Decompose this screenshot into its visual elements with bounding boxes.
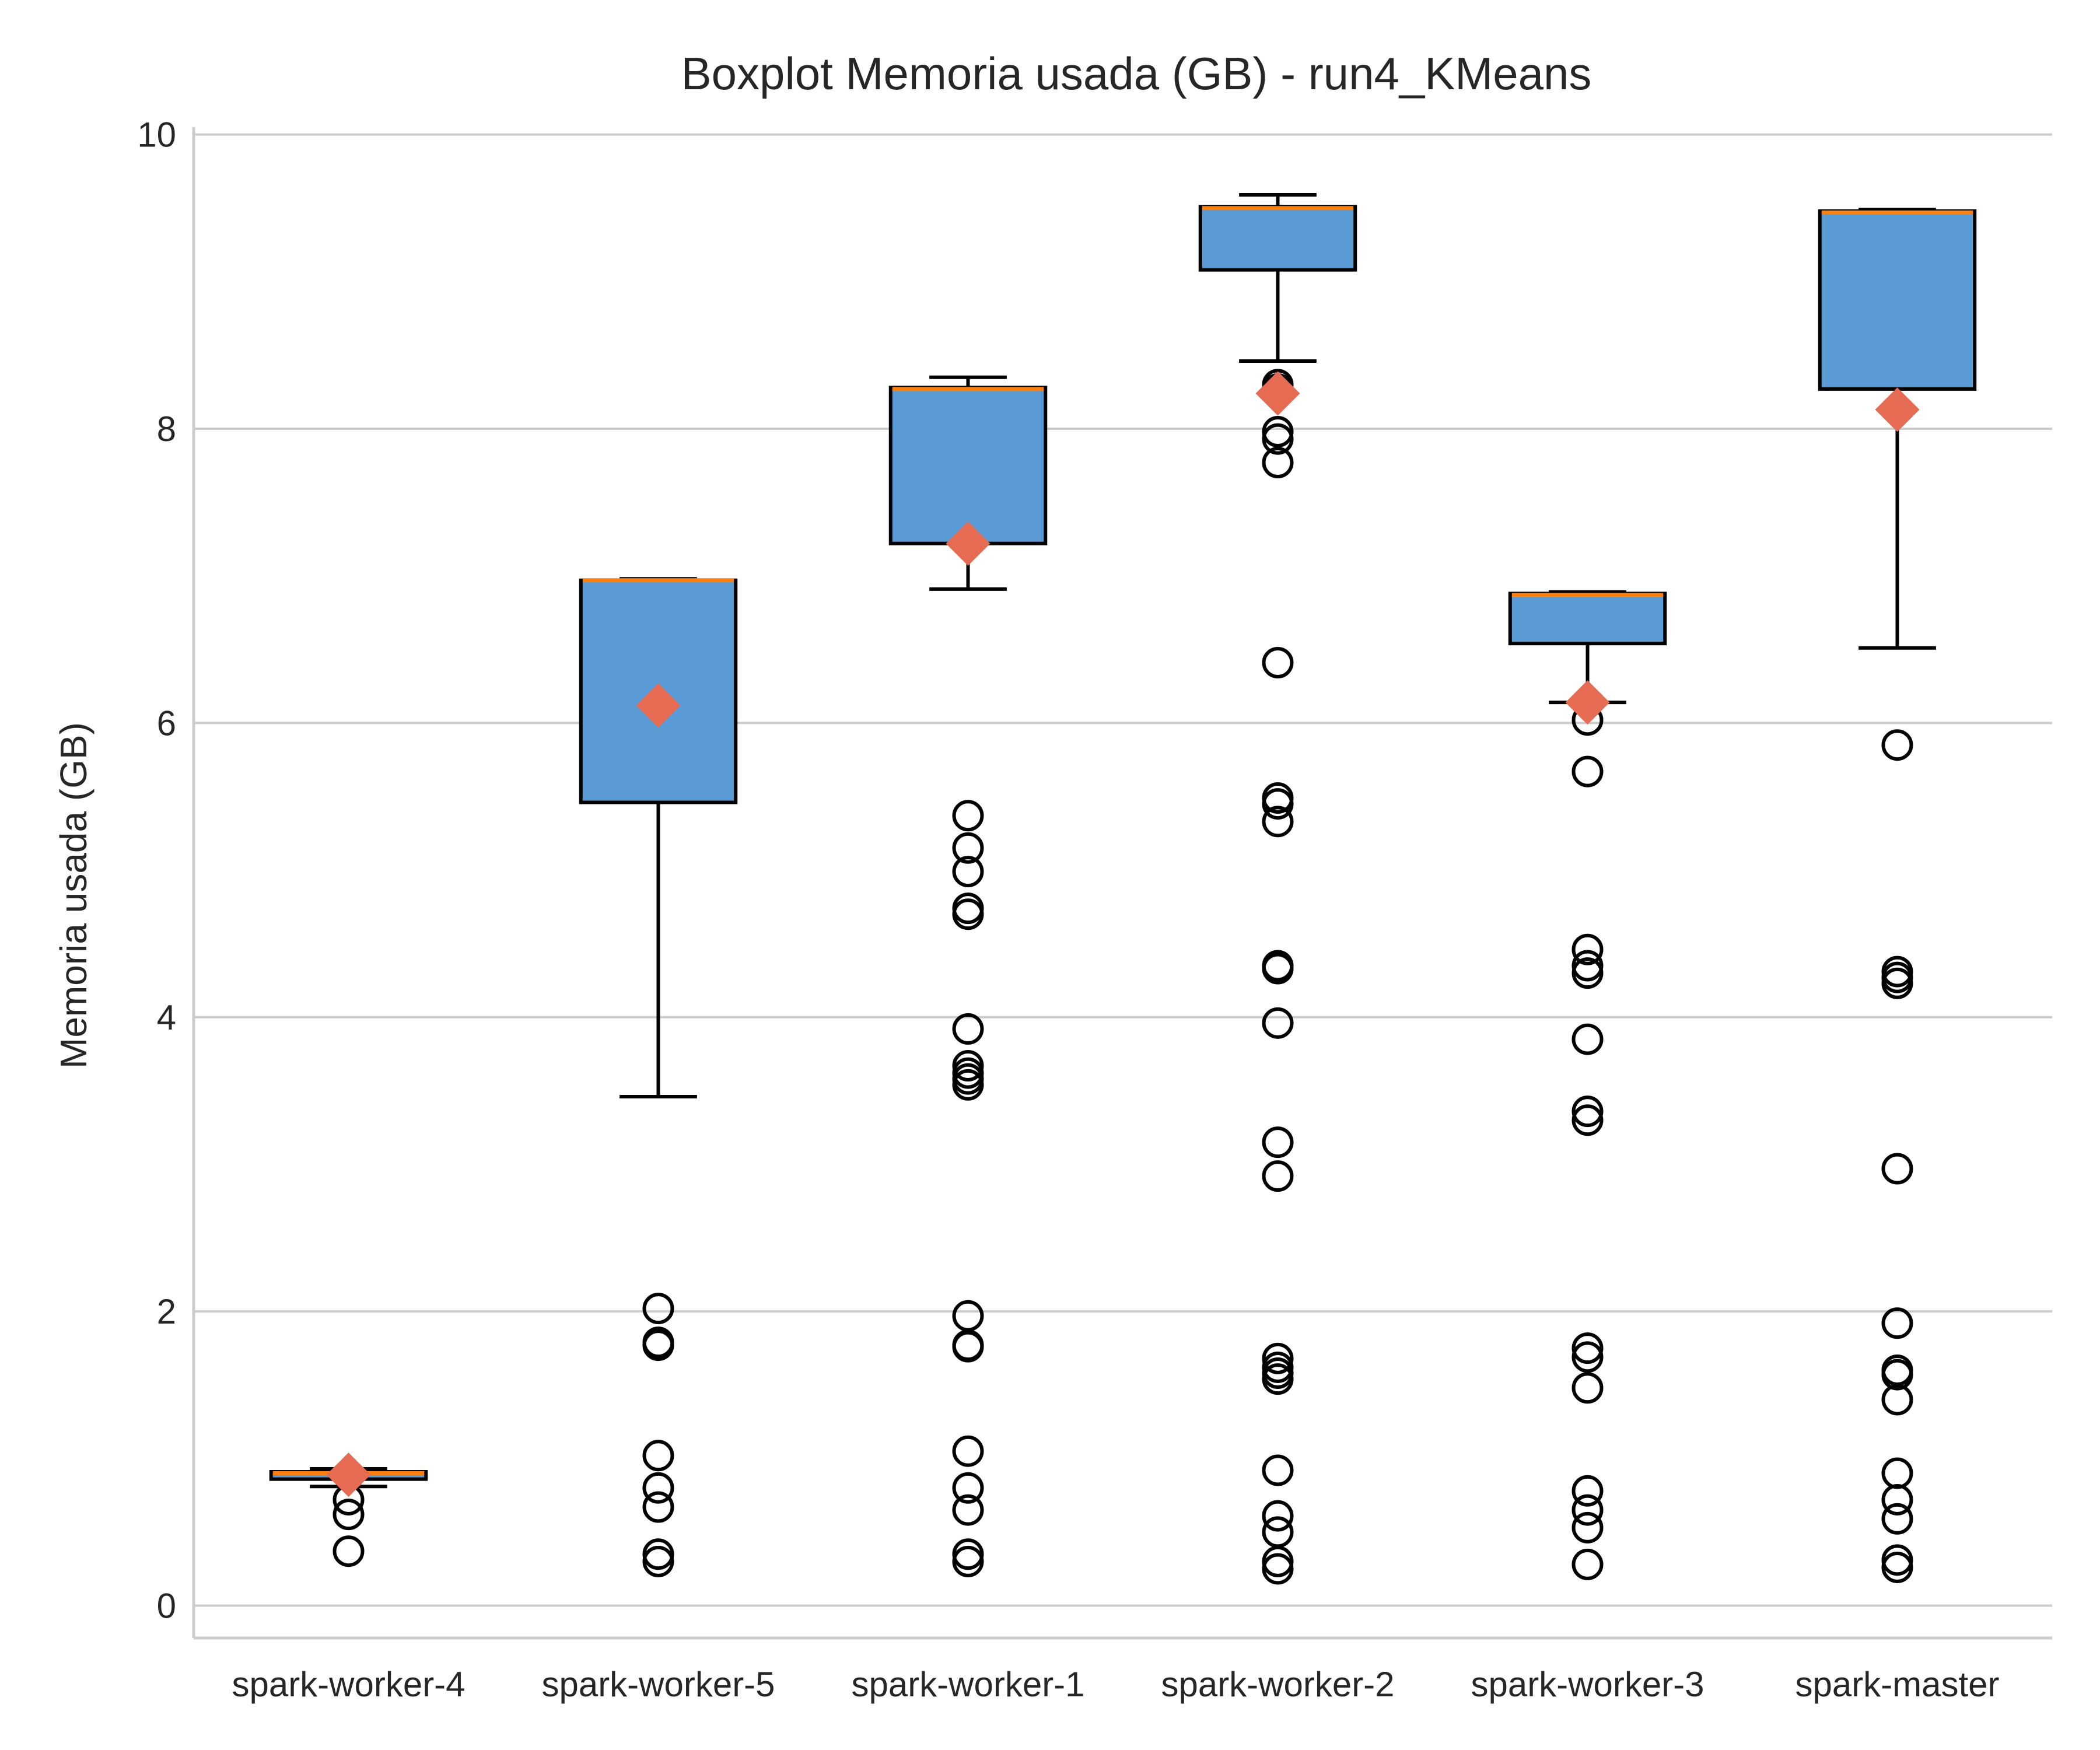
outlier-point (1881, 1551, 1913, 1583)
outlier-point (952, 856, 984, 888)
outlier-point (952, 1300, 984, 1332)
outlier-point (1881, 956, 1913, 988)
box-spark-worker-4 (269, 1452, 428, 1567)
outlier-point (1881, 1503, 1913, 1535)
x-tick-label-spark-worker-4: spark-worker-4 (232, 1665, 465, 1704)
boxes-group (269, 193, 1977, 1585)
box-spark-worker-1 (888, 375, 1048, 1577)
outlier-point (1572, 1511, 1604, 1544)
outlier-point (1572, 1023, 1604, 1055)
outlier-point (1262, 1342, 1294, 1374)
y-tick-label-2: 2 (157, 1292, 176, 1331)
iqr-box (1508, 592, 1667, 646)
iqr-box (1818, 209, 1977, 391)
outlier-point (952, 1472, 984, 1504)
outlier-point (952, 1538, 984, 1570)
outlier-point (1572, 1548, 1604, 1580)
outlier-point (1262, 1126, 1294, 1158)
y-tick-label-0: 0 (157, 1587, 176, 1626)
outlier-point (952, 832, 984, 864)
outlier-point (952, 1049, 984, 1082)
outlier-point (1572, 1475, 1604, 1507)
y-axis-label: Memoria usada (GB) (52, 722, 94, 1069)
outlier-point (1262, 1500, 1294, 1532)
outlier-point (1262, 1007, 1294, 1039)
outlier-point (1262, 1553, 1294, 1585)
outlier-point (642, 1545, 674, 1577)
mean-marker (1565, 680, 1610, 725)
x-tick-labels: spark-worker-4 spark-worker-5 spark-worker… (232, 1665, 1999, 1704)
mean-marker (946, 521, 991, 566)
outlier-point (1572, 755, 1604, 788)
outlier-point (1572, 950, 1604, 982)
outlier-point (332, 1535, 365, 1567)
outlier-point (1572, 1494, 1604, 1526)
mean-marker (1875, 387, 1920, 432)
outlier-point (1881, 1354, 1913, 1387)
outlier-point (642, 1326, 674, 1359)
y-tick-label-10: 10 (137, 116, 176, 155)
outlier-point (332, 1499, 365, 1531)
outlier-point (1572, 1104, 1604, 1136)
outlier-point (1262, 1516, 1294, 1548)
outlier-point (1262, 446, 1294, 478)
outlier-point (1262, 416, 1294, 448)
outlier-point (1262, 806, 1294, 838)
y-tick-label-8: 8 (157, 410, 176, 449)
box-spark-worker-2 (1198, 193, 1357, 1585)
outlier-point (642, 1491, 674, 1523)
y-tick-label-6: 6 (157, 704, 176, 743)
outlier-point (1262, 1160, 1294, 1192)
outlier-point (1572, 933, 1604, 965)
iqr-box (888, 386, 1048, 545)
outlier-point (952, 1013, 984, 1045)
mean-marker (636, 683, 681, 728)
outlier-point (1262, 782, 1294, 814)
mean-marker (326, 1452, 371, 1497)
x-tick-label-spark-master: spark-master (1795, 1665, 1999, 1704)
outlier-point (1881, 1307, 1913, 1339)
outlier-point (952, 1494, 984, 1526)
outlier-point (1572, 1096, 1604, 1128)
outlier-point (1262, 950, 1294, 982)
outlier-point (1881, 1153, 1913, 1185)
outlier-point (1262, 646, 1294, 678)
x-tick-label-spark-worker-1: spark-worker-1 (851, 1665, 1084, 1704)
outlier-point (952, 1057, 984, 1089)
outlier-point (952, 1329, 984, 1362)
outlier-point (642, 1538, 674, 1570)
outlier-point (642, 1440, 674, 1472)
outlier-point (1262, 423, 1294, 455)
gridlines (194, 133, 2052, 1607)
outlier-point (1262, 1454, 1294, 1486)
axes-frame (192, 127, 2052, 1640)
chart-title: Boxplot Memoria usada (GB) - run4_KMeans (681, 48, 1592, 99)
outlier-point (1572, 1372, 1604, 1404)
x-tick-label-spark-worker-2: spark-worker-2 (1161, 1665, 1394, 1704)
outlier-point (1572, 1341, 1604, 1373)
outlier-point (1262, 1351, 1294, 1383)
outlier-point (952, 1545, 984, 1577)
mean-marker (1255, 371, 1300, 416)
outlier-point (1881, 1483, 1913, 1516)
outlier-point (952, 1435, 984, 1467)
outlier-point (1572, 1332, 1604, 1364)
box-spark-master (1818, 208, 1977, 1583)
y-tick-label-4: 4 (157, 998, 176, 1037)
box-spark-worker-3 (1508, 590, 1667, 1580)
iqr-box (1198, 205, 1357, 272)
y-tick-labels: 0 2 4 6 8 10 (137, 116, 176, 1626)
box-spark-worker-5 (579, 577, 738, 1577)
outlier-point (1881, 729, 1913, 761)
outlier-point (1881, 1544, 1913, 1576)
outlier-point (952, 892, 984, 925)
outlier-point (642, 1293, 674, 1325)
outlier-point (1881, 1457, 1913, 1489)
outlier-point (1572, 957, 1604, 989)
x-tick-label-spark-worker-3: spark-worker-3 (1471, 1665, 1704, 1704)
x-tick-label-spark-worker-5: spark-worker-5 (541, 1665, 775, 1704)
outlier-point (952, 800, 984, 832)
outlier-point (642, 1472, 674, 1504)
